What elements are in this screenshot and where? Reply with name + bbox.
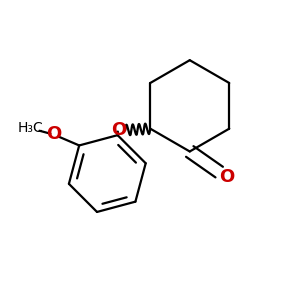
Text: O: O bbox=[46, 125, 61, 143]
Text: H₃C: H₃C bbox=[18, 121, 44, 135]
Text: O: O bbox=[111, 121, 126, 139]
Text: O: O bbox=[219, 167, 234, 185]
